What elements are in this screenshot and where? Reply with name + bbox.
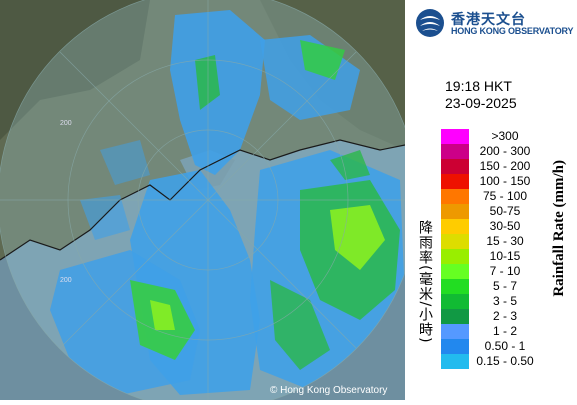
legend-label: 10-15 bbox=[489, 249, 521, 263]
logo-name-chinese: 香港天文台 bbox=[451, 12, 526, 28]
legend-row: 7 - 10 bbox=[441, 264, 537, 279]
legend-swatch bbox=[441, 309, 469, 324]
legend-label: 200 - 300 bbox=[479, 144, 531, 158]
legend-label: 75 - 100 bbox=[482, 189, 528, 203]
legend-row: 3 - 5 bbox=[441, 294, 537, 309]
legend-label: 0.15 - 0.50 bbox=[476, 354, 534, 368]
range-label-north: 200 bbox=[60, 120, 72, 127]
legend-label: 0.50 - 1 bbox=[484, 339, 526, 353]
legend-row: 5 - 7 bbox=[441, 279, 537, 294]
legend-label: 30-50 bbox=[489, 219, 521, 233]
legend-swatch bbox=[441, 324, 469, 339]
legend-swatch bbox=[441, 339, 469, 354]
legend-swatch bbox=[441, 234, 469, 249]
legend-swatch bbox=[441, 159, 469, 174]
legend-swatch bbox=[441, 144, 469, 159]
legend-row: 2 - 3 bbox=[441, 309, 537, 324]
legend-row: 150 - 200 bbox=[441, 159, 537, 174]
legend-title-chinese: 降雨率(毫米/小時) bbox=[417, 220, 433, 344]
coastline bbox=[0, 139, 406, 261]
legend-row: 15 - 30 bbox=[441, 234, 537, 249]
legend-swatch bbox=[441, 294, 469, 309]
legend-row: 200 - 300 bbox=[441, 144, 537, 159]
legend-swatch bbox=[441, 279, 469, 294]
legend-swatch bbox=[441, 189, 469, 204]
legend-row: >300 bbox=[441, 129, 537, 144]
legend-row: 0.15 - 0.50 bbox=[441, 354, 537, 369]
legend-swatch bbox=[441, 249, 469, 264]
range-label-south: 200 bbox=[60, 277, 72, 284]
legend-label: 1 - 2 bbox=[492, 324, 517, 338]
legend-title-english: Rainfall Rate (mm/h) bbox=[551, 160, 567, 297]
observation-date: 23-09-2025 bbox=[445, 95, 517, 111]
legend-label: 7 - 10 bbox=[489, 264, 521, 278]
legend-label: 100 - 150 bbox=[479, 174, 531, 188]
terrain-north-west bbox=[0, 0, 150, 140]
legend-label: >300 bbox=[491, 129, 519, 143]
legend-label: 150 - 200 bbox=[479, 159, 531, 173]
legend-row: 50-75 bbox=[441, 204, 537, 219]
legend-panel: 香港天文台 HONG KONG OBSERVATORY 19:18 HKT 23… bbox=[405, 0, 577, 400]
legend-swatch bbox=[441, 264, 469, 279]
legend-row: 0.50 - 1 bbox=[441, 339, 537, 354]
hko-logo[interactable]: 香港天文台 HONG KONG OBSERVATORY bbox=[413, 6, 574, 40]
logo-name-english: HONG KONG OBSERVATORY bbox=[451, 26, 574, 36]
legend-row: 100 - 150 bbox=[441, 174, 537, 189]
legend-label: 15 - 30 bbox=[486, 234, 524, 248]
legend-swatch bbox=[441, 129, 469, 144]
legend-label: 3 - 5 bbox=[492, 294, 517, 308]
hko-logo-icon bbox=[416, 9, 444, 37]
legend-row: 1 - 2 bbox=[441, 324, 537, 339]
legend-swatch bbox=[441, 354, 469, 369]
legend-row: 75 - 100 bbox=[441, 189, 537, 204]
legend-swatch bbox=[441, 204, 469, 219]
radar-map: 200 200 © Hong Kong Observatory bbox=[0, 0, 419, 405]
observation-time: 19:18 HKT bbox=[445, 78, 512, 94]
legend-row: 30-50 bbox=[441, 219, 537, 234]
legend-row: 10-15 bbox=[441, 249, 537, 264]
legend-swatch bbox=[441, 219, 469, 234]
copyright-notice: © Hong Kong Observatory bbox=[270, 385, 388, 396]
legend-label: 5 - 7 bbox=[492, 279, 517, 293]
legend-label: 50-75 bbox=[489, 204, 521, 218]
legend-label: 2 - 3 bbox=[492, 309, 517, 323]
radar-map-canvas: 200 200 bbox=[0, 0, 419, 405]
legend-swatch bbox=[441, 174, 469, 189]
